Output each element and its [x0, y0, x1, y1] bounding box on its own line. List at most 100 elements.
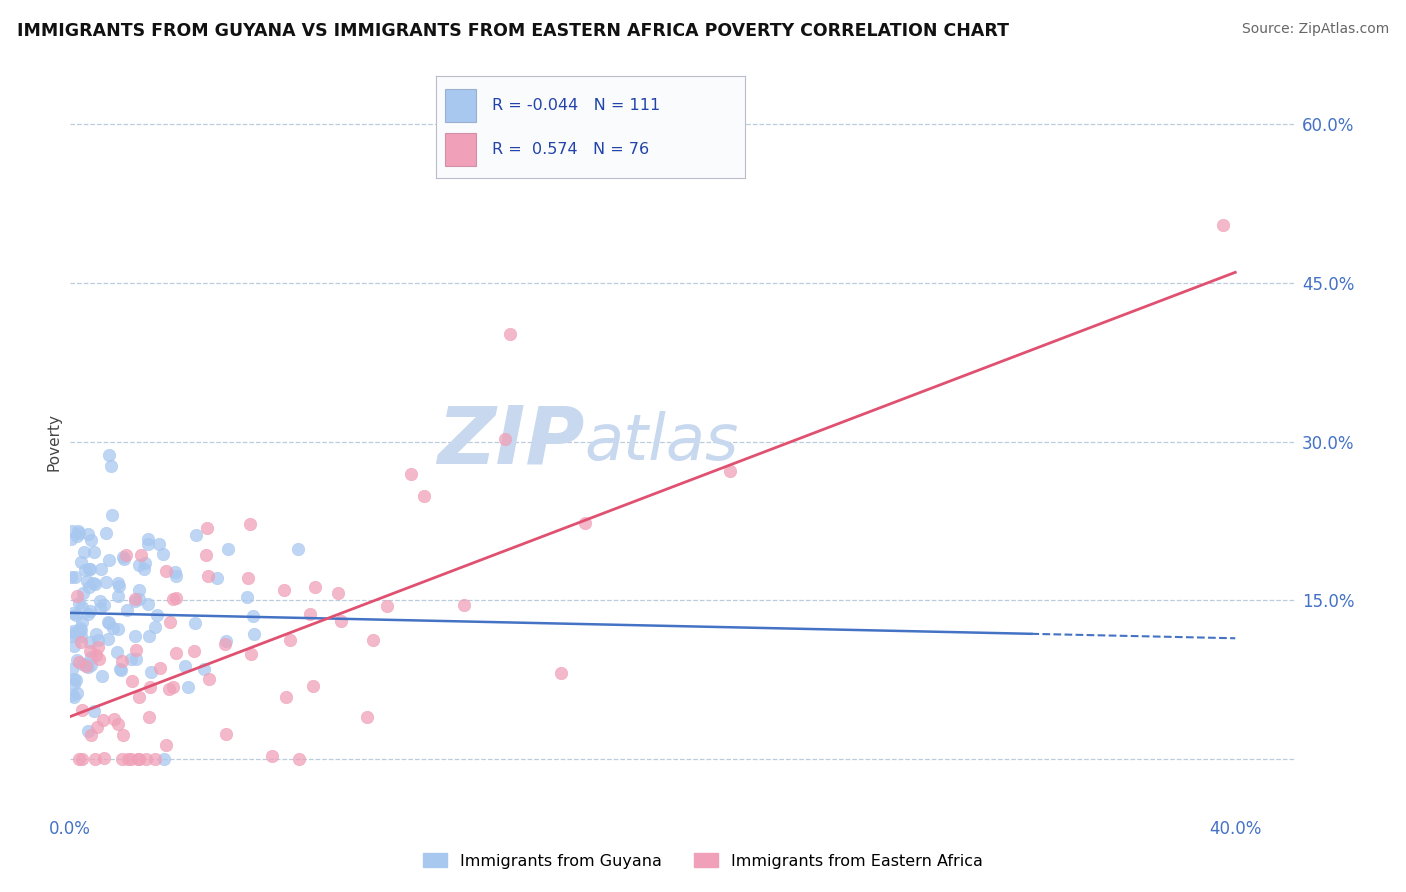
Point [77, 607, 100, 622]
Point [83, 752, 105, 766]
Point [89, 594, 111, 608]
Point [94, 526, 117, 541]
Point [94, 575, 117, 590]
Point [66, 529, 89, 543]
Point [173, 658, 195, 673]
Text: R =  0.574   N = 76: R = 0.574 N = 76 [492, 142, 648, 157]
Point [63, 570, 86, 584]
Point [96, 615, 118, 629]
Point [239, 647, 262, 661]
Point [193, 662, 215, 676]
Point [157, 681, 180, 696]
Point [236, 571, 259, 585]
Point [73, 545, 96, 559]
Point [236, 590, 259, 604]
Point [93, 751, 115, 765]
Text: Source: ZipAtlas.com: Source: ZipAtlas.com [1241, 22, 1389, 37]
Point [184, 615, 207, 630]
Point [117, 602, 139, 616]
Point [79, 561, 101, 575]
Point [76, 527, 98, 541]
Point [63, 677, 86, 691]
Point [98, 616, 121, 631]
Point [163, 566, 186, 580]
Point [76, 574, 98, 588]
Point [278, 632, 301, 647]
Point [165, 591, 187, 605]
Point [195, 548, 218, 562]
Point [155, 739, 177, 753]
Point [70, 623, 93, 637]
Point [107, 589, 129, 603]
Text: ZIP: ZIP [437, 402, 583, 481]
Point [79, 562, 101, 576]
Point [82, 575, 104, 590]
Point [242, 609, 264, 624]
Point [66, 686, 89, 700]
Point [197, 568, 219, 582]
Point [124, 629, 146, 643]
Point [83, 545, 105, 559]
Point [162, 680, 184, 694]
Point [75, 563, 97, 577]
Point [66, 590, 89, 604]
Point [62, 628, 84, 642]
Point [77, 723, 100, 738]
Point [107, 622, 129, 636]
Point [70, 615, 93, 630]
Point [67, 656, 90, 670]
Point [108, 662, 131, 676]
Point [67, 524, 90, 539]
Point [101, 508, 124, 522]
Point [128, 582, 150, 597]
Point [138, 629, 160, 643]
Point [153, 752, 176, 766]
Point [69, 629, 91, 643]
Point [89, 601, 111, 615]
Point [287, 752, 309, 766]
Point [361, 632, 384, 647]
Point [107, 717, 129, 731]
Point [375, 599, 398, 613]
Point [127, 752, 149, 766]
Point [69, 621, 91, 635]
Point [83, 704, 105, 718]
Text: atlas: atlas [583, 410, 738, 473]
Bar [446, 89, 477, 122]
Point [72, 586, 94, 600]
Point [67, 526, 90, 541]
Point [91, 713, 114, 727]
Point [120, 752, 142, 766]
Point [65, 607, 87, 622]
Point [79, 644, 101, 658]
Point [177, 680, 200, 694]
Point [287, 541, 309, 556]
Point [155, 564, 177, 578]
Point [121, 673, 143, 688]
Point [1212, 218, 1234, 232]
Point [60, 532, 83, 546]
Point [98, 448, 121, 462]
Point [60, 662, 83, 676]
Point [107, 575, 129, 590]
Point [453, 599, 475, 613]
Point [70, 657, 93, 671]
Point [243, 627, 266, 641]
Point [125, 652, 148, 666]
Point [146, 608, 169, 623]
Point [86, 640, 108, 654]
Point [112, 552, 135, 566]
Point [302, 679, 325, 693]
Point [80, 650, 103, 665]
Point [63, 626, 86, 640]
Point [79, 635, 101, 649]
Point [217, 541, 239, 556]
Point [128, 558, 150, 572]
Point [87, 632, 110, 647]
Point [165, 647, 187, 661]
Point [59, 570, 82, 584]
Point [304, 580, 326, 594]
Point [197, 673, 219, 687]
Point [65, 673, 87, 687]
Point [139, 680, 162, 694]
